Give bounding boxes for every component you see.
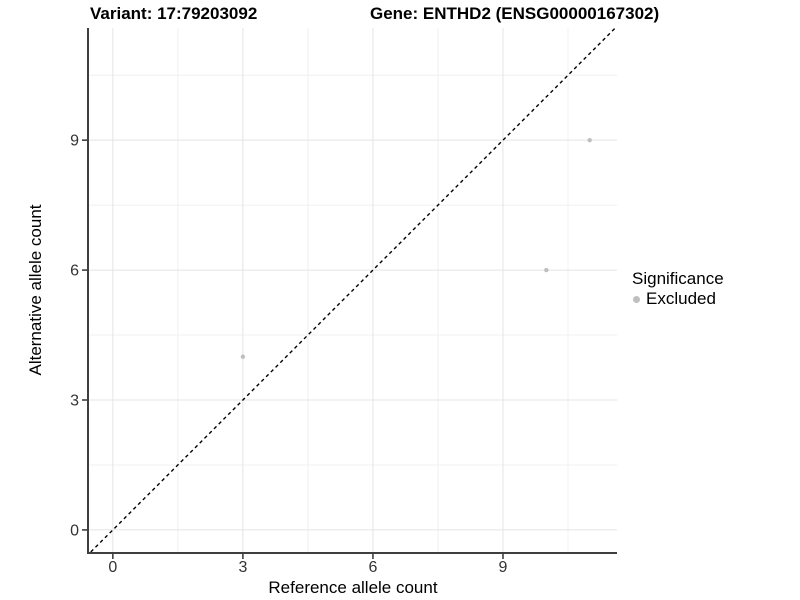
x-tick-label: 0 [108,559,117,576]
legend-point-icon [633,295,640,303]
legend-title: Significance [632,269,724,288]
plot-title-variant: Variant: 17:79203092 [90,4,258,23]
x-axis-title: Reference allele count [268,578,438,597]
x-tick-label: 6 [368,559,377,576]
y-tick-label: 3 [70,392,79,409]
x-tick-label: 3 [238,559,247,576]
x-tick-label: 9 [499,559,508,576]
y-tick-label: 0 [70,522,79,539]
y-axis-title: Alternative allele count [26,204,45,376]
data-point [544,267,549,273]
y-tick-label: 9 [70,133,79,150]
legend-item: Excluded [630,289,724,309]
plot-title-gene: Gene: ENTHD2 (ENSG00000167302) [370,4,660,23]
data-point [587,137,592,143]
identity-line [90,27,616,553]
legend: Significance Excluded [630,269,724,309]
data-point [240,354,246,359]
legend-item-label: Excluded [646,289,716,308]
y-tick-label: 6 [70,263,79,280]
